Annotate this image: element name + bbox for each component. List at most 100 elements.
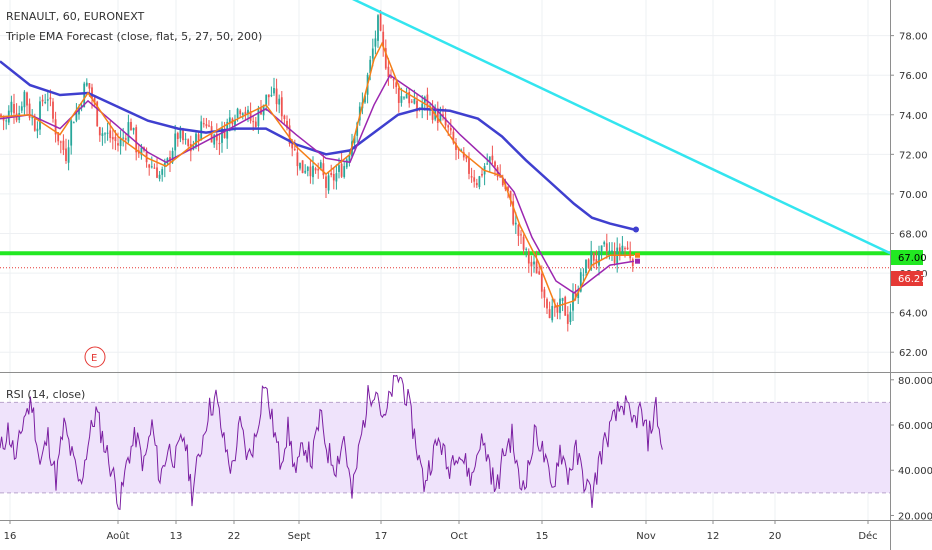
candle-body xyxy=(132,127,135,131)
horizontal-levels[interactable] xyxy=(0,251,890,269)
candle-body xyxy=(304,170,307,173)
candle-body xyxy=(356,122,359,136)
candle-body xyxy=(335,173,338,182)
candle-body xyxy=(486,163,489,165)
candle-body xyxy=(299,162,301,169)
time-tick-label: Sept xyxy=(288,531,311,542)
candle-body xyxy=(267,94,270,98)
ema-5-line[interactable] xyxy=(0,41,634,308)
ema-lines[interactable] xyxy=(0,41,640,308)
candle-body xyxy=(26,92,28,106)
rsi-title[interactable]: RSI (14, close) xyxy=(6,388,85,401)
candle-body xyxy=(296,152,299,167)
price-pane[interactable] xyxy=(0,0,930,332)
candle-body xyxy=(301,160,304,174)
candle-body xyxy=(327,175,330,191)
candle-body xyxy=(176,133,179,139)
candle-body xyxy=(343,166,346,178)
candle-body xyxy=(130,121,132,131)
candle-body xyxy=(384,48,387,69)
candle-body xyxy=(98,127,101,136)
candle-body xyxy=(452,131,455,143)
rsi-line[interactable] xyxy=(0,375,663,510)
candle-body xyxy=(135,127,138,153)
event-marker-label: E xyxy=(91,353,97,364)
candle-body xyxy=(514,222,517,225)
candle-body xyxy=(598,250,600,266)
ema-27-forecast-tip xyxy=(635,258,640,264)
price-badges: 67.00 66.27 xyxy=(891,250,927,286)
candle-body xyxy=(577,291,580,299)
candles-group xyxy=(0,9,634,332)
candle-body xyxy=(522,236,525,250)
candle-body xyxy=(340,163,343,177)
candle-body xyxy=(455,143,457,150)
candle-body xyxy=(270,94,273,97)
candle-body xyxy=(33,118,36,131)
candle-body xyxy=(501,177,504,186)
candle-body xyxy=(572,293,574,311)
ema-27-line[interactable] xyxy=(0,74,635,294)
trendline-group[interactable] xyxy=(334,0,930,272)
candle-body xyxy=(579,272,582,292)
candle-body xyxy=(535,261,538,274)
candle-body xyxy=(377,15,379,41)
candle-body xyxy=(291,141,294,149)
indicator-title[interactable]: Triple EMA Forecast (close, flat, 5, 27,… xyxy=(5,30,262,43)
ema-200-line[interactable] xyxy=(0,60,635,231)
downtrend-line[interactable] xyxy=(334,0,930,272)
candle-body xyxy=(444,117,447,126)
candle-body xyxy=(603,242,606,245)
candle-body xyxy=(605,243,608,251)
candle-body xyxy=(382,31,385,47)
candle-body xyxy=(0,114,2,117)
candle-body xyxy=(174,133,177,151)
candle-body xyxy=(553,306,556,308)
candle-body xyxy=(387,66,390,78)
candle-body xyxy=(413,98,416,104)
rsi-axis[interactable]: 20.0000 40.0000 60.0000 80.0000 xyxy=(890,376,932,523)
candle-body xyxy=(600,245,603,252)
symbol-title[interactable]: RENAULT, 60, EURONEXT xyxy=(6,10,145,23)
candle-body xyxy=(213,134,216,145)
candle-body xyxy=(465,156,468,159)
time-tick-label: 13 xyxy=(170,531,183,542)
time-tick-label: Oct xyxy=(450,531,467,542)
ema-200-forecast-tip xyxy=(633,226,639,233)
rsi-tick-label: 40.0000 xyxy=(898,466,932,477)
candle-body xyxy=(239,110,242,115)
time-axis[interactable]: 16 Août 13 22 Sept 17 Oct 15 Nov 12 20 Déc xyxy=(4,520,878,542)
candle-body xyxy=(631,259,634,267)
candle-body xyxy=(481,173,483,176)
candle-body xyxy=(49,97,52,100)
candle-body xyxy=(158,174,161,179)
candle-body xyxy=(447,125,450,128)
candle-body xyxy=(491,155,494,161)
candle-body xyxy=(62,140,65,150)
last-price-badge-text: 66.27 xyxy=(898,274,927,285)
candle-body xyxy=(171,151,174,163)
candle-body xyxy=(293,148,296,150)
candle-body xyxy=(592,252,595,261)
candle-body xyxy=(20,106,23,111)
candle-body xyxy=(72,122,75,124)
rsi-tick-label: 80.0000 xyxy=(898,376,932,387)
candle-body xyxy=(184,138,187,140)
candle-body xyxy=(67,147,70,163)
candle-body xyxy=(353,135,356,144)
candle-body xyxy=(197,134,200,141)
event-marker-circle[interactable] xyxy=(84,346,106,368)
candle-body xyxy=(618,247,621,252)
candle-body xyxy=(208,125,210,127)
candle-body xyxy=(517,224,520,236)
candle-body xyxy=(556,305,559,313)
last-price-badge xyxy=(891,271,923,286)
candle-body xyxy=(332,173,335,181)
rsi-pane[interactable] xyxy=(0,375,890,510)
candle-body xyxy=(306,166,309,171)
candle-body xyxy=(569,311,572,323)
time-tick-label: 15 xyxy=(536,531,549,542)
candle-body xyxy=(400,96,403,103)
